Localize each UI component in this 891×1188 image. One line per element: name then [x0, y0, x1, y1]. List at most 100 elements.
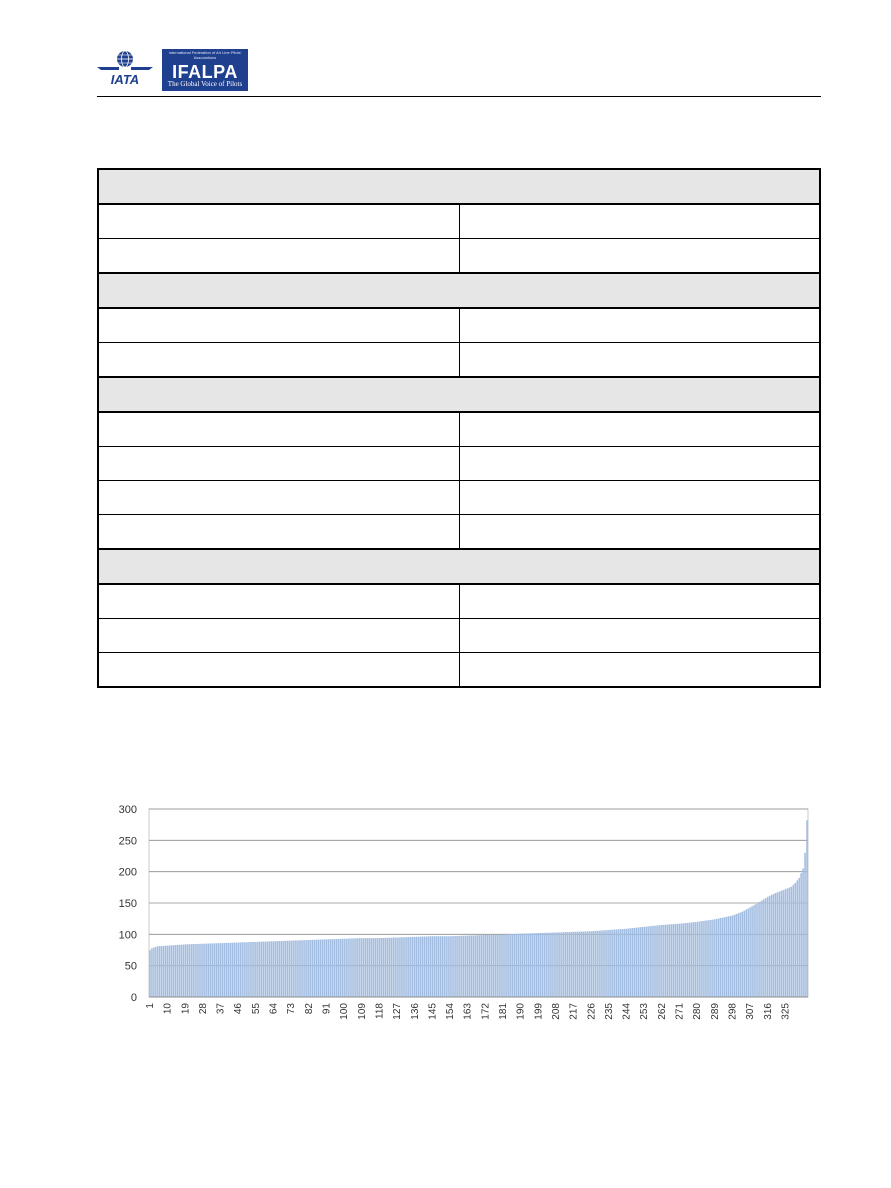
- bar: [466, 935, 469, 997]
- bar: [604, 930, 606, 997]
- bar: [170, 945, 173, 997]
- bar: [449, 936, 451, 997]
- bar: [619, 929, 622, 997]
- bar: [743, 910, 746, 997]
- bar: [615, 929, 618, 997]
- bar: [359, 938, 361, 997]
- table-row: [97, 307, 821, 343]
- x-tick-label: 217: [569, 1003, 580, 1020]
- x-tick-label: 154: [445, 1003, 456, 1020]
- bar: [406, 937, 408, 997]
- x-tick-label: 181: [498, 1003, 509, 1020]
- section-cell: [97, 548, 821, 585]
- bar: [270, 941, 273, 997]
- table-row: [97, 446, 821, 481]
- bar: [162, 945, 165, 997]
- bar: [745, 909, 748, 997]
- bar: [576, 931, 579, 997]
- bar: [631, 928, 634, 997]
- bar: [547, 932, 549, 997]
- bar: [768, 895, 771, 997]
- table-row: [97, 411, 821, 447]
- bar: [502, 934, 504, 997]
- bar: [278, 941, 281, 997]
- bar: [188, 944, 190, 997]
- bar: [517, 933, 520, 997]
- bar: [206, 943, 208, 997]
- bar: [221, 943, 224, 997]
- bar: [602, 930, 604, 997]
- bar: [488, 934, 491, 997]
- bar: [727, 916, 730, 997]
- bar: [772, 893, 775, 997]
- bar: [272, 941, 275, 997]
- bar: [433, 936, 436, 997]
- bar: [582, 931, 585, 997]
- bar: [767, 896, 769, 997]
- data-table: [97, 168, 821, 688]
- bar: [419, 936, 422, 997]
- bar: [498, 934, 500, 997]
- bar: [280, 940, 283, 997]
- table-cell-value: [458, 652, 821, 688]
- bar: [388, 937, 391, 997]
- bar: [412, 936, 414, 997]
- bar: [310, 939, 312, 997]
- bar: [563, 932, 565, 997]
- bar: [492, 934, 494, 997]
- bar: [739, 912, 742, 997]
- bar: [233, 942, 236, 997]
- y-tick-label: 150: [119, 898, 137, 910]
- bar: [755, 904, 757, 997]
- bar: [239, 942, 241, 997]
- bar: [672, 924, 675, 997]
- bar: [410, 936, 412, 997]
- bar: [194, 944, 196, 997]
- bar: [478, 935, 481, 997]
- bar: [657, 925, 659, 997]
- bar: [386, 937, 389, 997]
- bar: [708, 920, 710, 997]
- bar: [535, 933, 538, 997]
- bar: [806, 820, 808, 997]
- bar: [160, 945, 163, 997]
- x-tick-label: 37: [216, 1003, 227, 1015]
- table-cell-value: [458, 411, 821, 447]
- bar: [519, 933, 522, 997]
- bar: [166, 945, 169, 997]
- bar: [339, 938, 342, 997]
- x-tick-label: 1: [145, 1003, 156, 1009]
- bar: [566, 932, 569, 997]
- bar: [164, 945, 167, 997]
- x-tick-label: 235: [604, 1003, 615, 1020]
- bar: [378, 938, 381, 997]
- bar: [394, 937, 396, 997]
- bar: [690, 922, 693, 997]
- bar: [355, 938, 357, 997]
- section-cell: [97, 168, 821, 205]
- header-divider: [97, 96, 821, 97]
- bar: [692, 922, 695, 997]
- bar: [435, 936, 438, 997]
- x-tick-label: 118: [374, 1003, 385, 1019]
- bar: [415, 936, 418, 997]
- bar: [186, 944, 189, 997]
- table-cell-label: [97, 618, 460, 653]
- bar: [174, 945, 177, 997]
- bar: [512, 933, 514, 997]
- bar: [231, 942, 234, 997]
- x-tick-label: 46: [233, 1003, 244, 1015]
- bar: [549, 932, 551, 997]
- bar: [633, 927, 636, 997]
- bar: [453, 936, 455, 997]
- bar: [443, 936, 445, 997]
- table-row: [97, 652, 821, 688]
- bar: [531, 933, 534, 997]
- bar: [666, 924, 669, 997]
- bar: [276, 941, 279, 997]
- table-row: [97, 514, 821, 550]
- bar: [668, 924, 671, 997]
- x-tick-label: 226: [586, 1003, 597, 1020]
- bar: [786, 888, 789, 997]
- x-tick-label: 262: [657, 1003, 668, 1020]
